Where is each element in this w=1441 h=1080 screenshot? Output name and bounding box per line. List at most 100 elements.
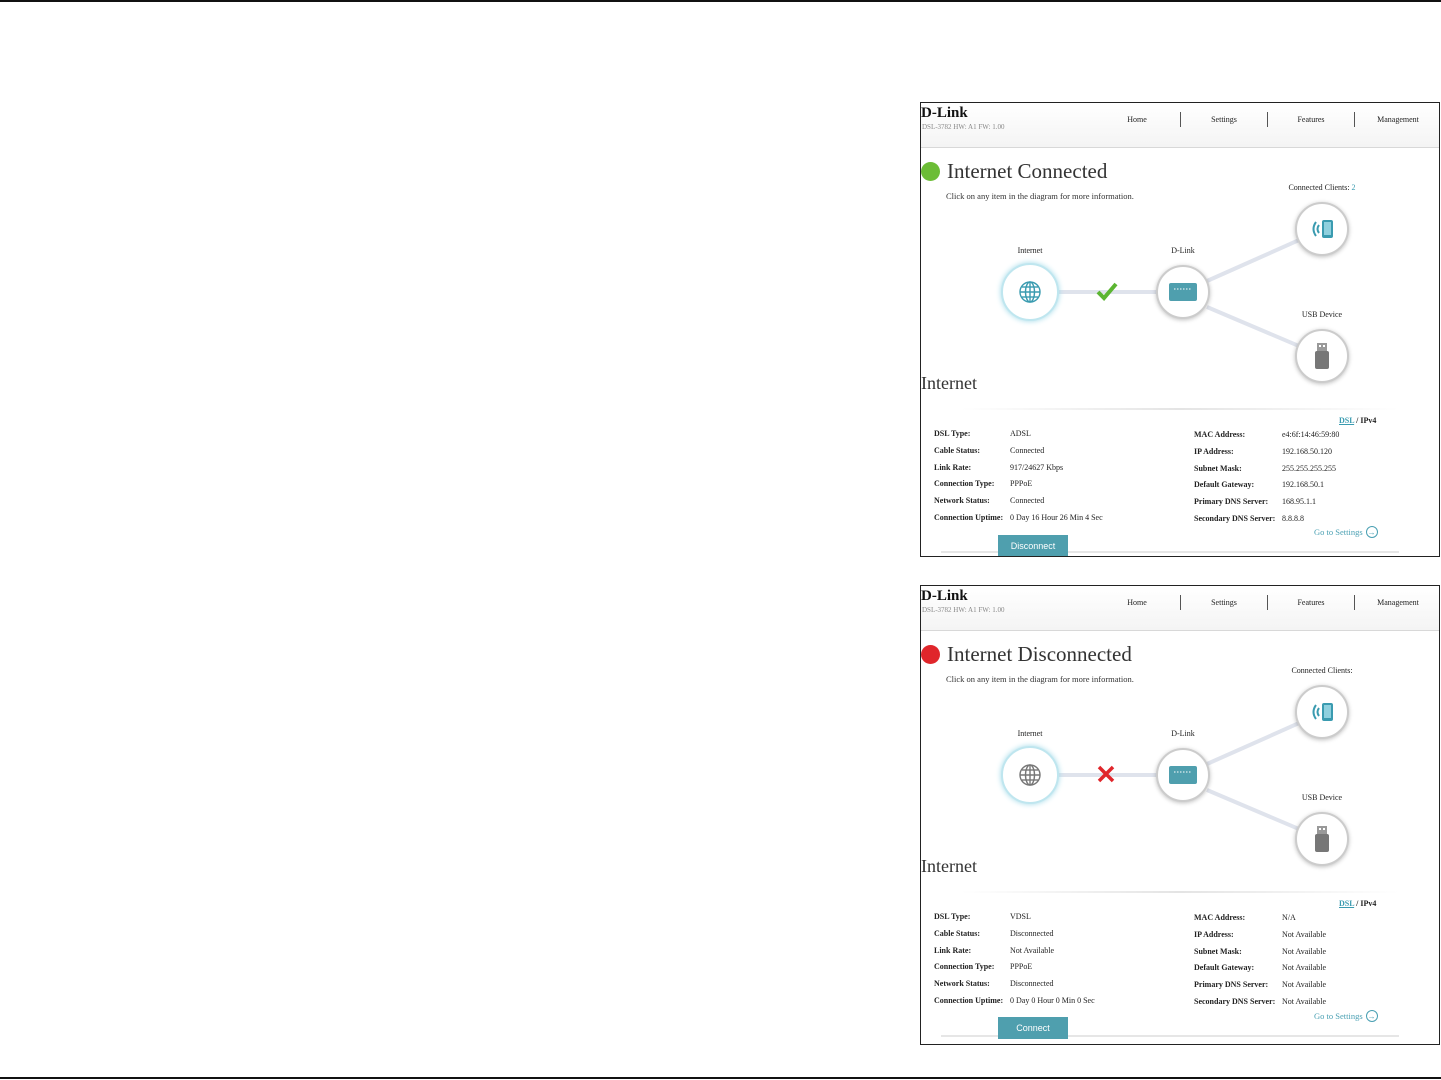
router-icon [1169, 283, 1197, 301]
usb-node[interactable] [1295, 812, 1349, 866]
tab-dsl[interactable]: DSL [1339, 899, 1355, 908]
nav-home[interactable]: Home [1127, 115, 1147, 124]
field-value: Connected [1010, 445, 1045, 455]
field-label: Cable Status: [934, 928, 981, 938]
nav-settings[interactable]: Settings [1211, 598, 1237, 607]
field-value: 917/24627 Kbps [1010, 462, 1064, 472]
field-value: Disconnected [1010, 979, 1054, 989]
connected-clients-label: Connected Clients: 2 [1288, 183, 1355, 192]
clients-label-text: Connected Clients: [1291, 666, 1353, 675]
tab-ipv4[interactable]: IPv4 [1360, 899, 1377, 908]
field-label: Subnet Mask: [1194, 946, 1242, 956]
clients-count: 2 [1351, 183, 1356, 192]
disconnect-button[interactable]: Disconnect [998, 535, 1068, 556]
usb-node[interactable] [1295, 329, 1349, 383]
field-value: 0 Day 0 Hour 0 Min 0 Sec [1010, 996, 1095, 1005]
router-icon [1169, 766, 1197, 784]
field-label: Secondary DNS Server: [1194, 997, 1276, 1006]
top-rule [0, 0, 1441, 2]
field-value: 0 Day 16 Hour 26 Min 4 Sec [1010, 513, 1103, 522]
field-value: PPPoE [1010, 962, 1033, 972]
router-node-label: D-Link [1171, 729, 1195, 738]
nav-separator [1267, 112, 1268, 127]
section-title: Internet [921, 373, 977, 393]
info-tabs: DSL / IPv4 [1339, 899, 1376, 908]
section-title: Internet [921, 856, 977, 876]
field-label: Cable Status: [934, 445, 981, 455]
field-value: Not Available [1282, 963, 1327, 973]
field-value: Not Available [1282, 997, 1327, 1006]
check-icon [1096, 281, 1118, 306]
tab-ipv4[interactable]: IPv4 [1360, 416, 1377, 425]
section-divider [961, 891, 1399, 893]
clients-label-text: Connected Clients: [1288, 183, 1350, 192]
nav-separator [1354, 112, 1355, 127]
usb-drive-icon [1315, 826, 1329, 852]
router-node[interactable] [1156, 748, 1210, 802]
connected-clients-label: Connected Clients: [1291, 666, 1352, 675]
router-status-screenshot: D-Link DSL-3782 HW: A1 FW: 1.00 Home Setti… [920, 102, 1440, 557]
nav-management[interactable]: Management [1377, 598, 1419, 607]
internet-node[interactable] [1001, 263, 1059, 321]
field-value: 168.95.1.1 [1282, 497, 1316, 507]
field-label: Subnet Mask: [1194, 463, 1242, 473]
field-label: Link Rate: [934, 462, 972, 472]
status-title: Internet Disconnected [947, 642, 1132, 666]
field-label: Secondary DNS Server: [1194, 514, 1276, 523]
nav-features[interactable]: Features [1297, 115, 1325, 124]
connect-button[interactable]: Connect [998, 1017, 1068, 1039]
field-label: MAC Address: [1194, 913, 1246, 922]
router-node[interactable] [1156, 265, 1210, 319]
usb-node-label: USB Device [1301, 793, 1343, 802]
diagram-hint: Click on any item in the diagram for mor… [946, 674, 1134, 684]
section-divider [961, 408, 1399, 410]
model-info: DSL-3782 HW: A1 FW: 1.00 [922, 123, 1005, 131]
status-title: Internet Connected [947, 159, 1108, 183]
bottom-rule [0, 1077, 1441, 1079]
field-label: Default Gateway: [1194, 963, 1255, 973]
nav-management[interactable]: Management [1377, 115, 1419, 124]
tab-dsl[interactable]: DSL [1339, 416, 1355, 425]
go-to-settings-text: Go to Settings [1314, 527, 1363, 537]
field-label: Primary DNS Server: [1194, 980, 1269, 990]
header: D-Link DSL-3782 HW: A1 FW: 1.00 Home Setti… [921, 103, 1439, 148]
field-label: Connection Type: [934, 962, 995, 972]
field-value: 192.168.50.1 [1282, 480, 1324, 490]
field-label: IP Address: [1194, 929, 1234, 939]
tab-separator: / [1356, 899, 1359, 908]
field-label: MAC Address: [1194, 430, 1246, 439]
globe-icon [1019, 281, 1041, 303]
field-value: Not Available [1282, 929, 1327, 939]
nav-separator [1180, 595, 1181, 610]
field-value: Not Available [1282, 946, 1327, 956]
status-indicator-icon [921, 162, 940, 181]
field-label: Link Rate: [934, 945, 972, 955]
go-to-settings-text: Go to Settings [1314, 1011, 1363, 1021]
field-value: 8.8.8.8 [1282, 514, 1304, 523]
bottom-divider [941, 551, 1399, 553]
status-indicator-icon [921, 645, 940, 664]
field-value: PPPoE [1010, 479, 1033, 489]
internet-node-label: Internet [1017, 729, 1043, 738]
field-label: Primary DNS Server: [1194, 497, 1269, 507]
clients-node[interactable] [1295, 202, 1349, 256]
go-to-settings-link[interactable]: Go to Settings → [1314, 1010, 1378, 1022]
diagram-hint: Click on any item in the diagram for mor… [946, 191, 1134, 201]
go-to-settings-link[interactable]: Go to Settings → [1314, 526, 1378, 538]
connector-line [1206, 721, 1300, 766]
internet-node[interactable] [1001, 746, 1059, 804]
router-status-screenshot: D-Link DSL-3782 HW: A1 FW: 1.00 Home Setti… [920, 585, 1440, 1045]
header: D-Link DSL-3782 HW: A1 FW: 1.00 Home Setti… [921, 586, 1439, 631]
nav-features[interactable]: Features [1297, 598, 1325, 607]
info-tabs: DSL / IPv4 [1339, 416, 1376, 425]
dlink-logo: D-Link [921, 588, 968, 604]
field-label: DSL Type: [934, 912, 971, 921]
usb-drive-icon [1315, 343, 1329, 369]
clients-node[interactable] [1295, 685, 1349, 739]
nav-home[interactable]: Home [1127, 598, 1147, 607]
nav-settings[interactable]: Settings [1211, 115, 1237, 124]
arrow-right-circle-icon: → [1365, 1010, 1378, 1022]
wireless-device-icon [1312, 220, 1333, 238]
arrow-right-circle-icon: → [1365, 526, 1378, 538]
field-value: Disconnected [1010, 928, 1054, 938]
